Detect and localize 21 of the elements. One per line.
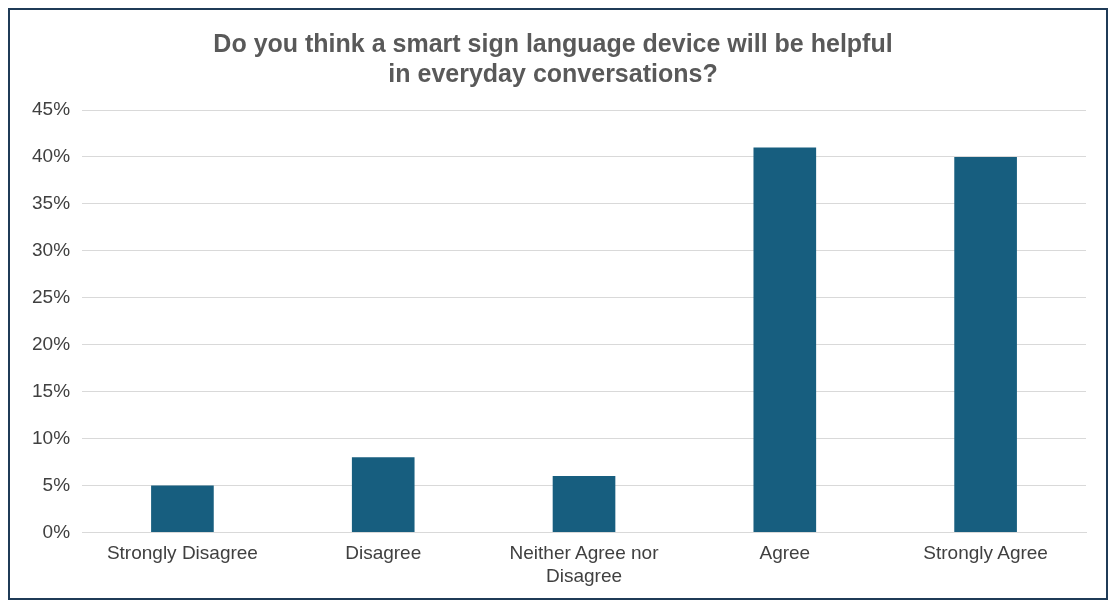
y-tick-label: 30%	[32, 239, 71, 261]
y-tick-label: 15%	[32, 379, 71, 401]
x-tick-label: Agree	[759, 542, 811, 564]
bar	[753, 147, 817, 532]
y-tick-label: 0%	[42, 520, 71, 542]
bar	[351, 457, 415, 532]
y-tick-label: 5%	[42, 473, 71, 495]
x-tick-label: Disagree	[345, 542, 422, 564]
y-tick-label: 40%	[32, 145, 71, 167]
y-tick-label: 35%	[32, 192, 71, 214]
y-tick-label: 10%	[32, 426, 71, 448]
y-tick-label: 45%	[32, 98, 71, 120]
bar	[954, 156, 1017, 532]
x-tick-label: Strongly Disagree	[106, 542, 258, 564]
bar	[151, 485, 214, 532]
bar	[552, 476, 616, 532]
chart-title: Do you think a smart sign language device will be helpful in everyday conversations?	[213, 28, 893, 87]
y-tick-label: 20%	[32, 332, 71, 354]
x-tick-label: Strongly Agree	[923, 542, 1048, 564]
y-tick-label: 25%	[32, 285, 71, 307]
x-tick-label: Neither Agree nor Disagree	[509, 542, 660, 586]
